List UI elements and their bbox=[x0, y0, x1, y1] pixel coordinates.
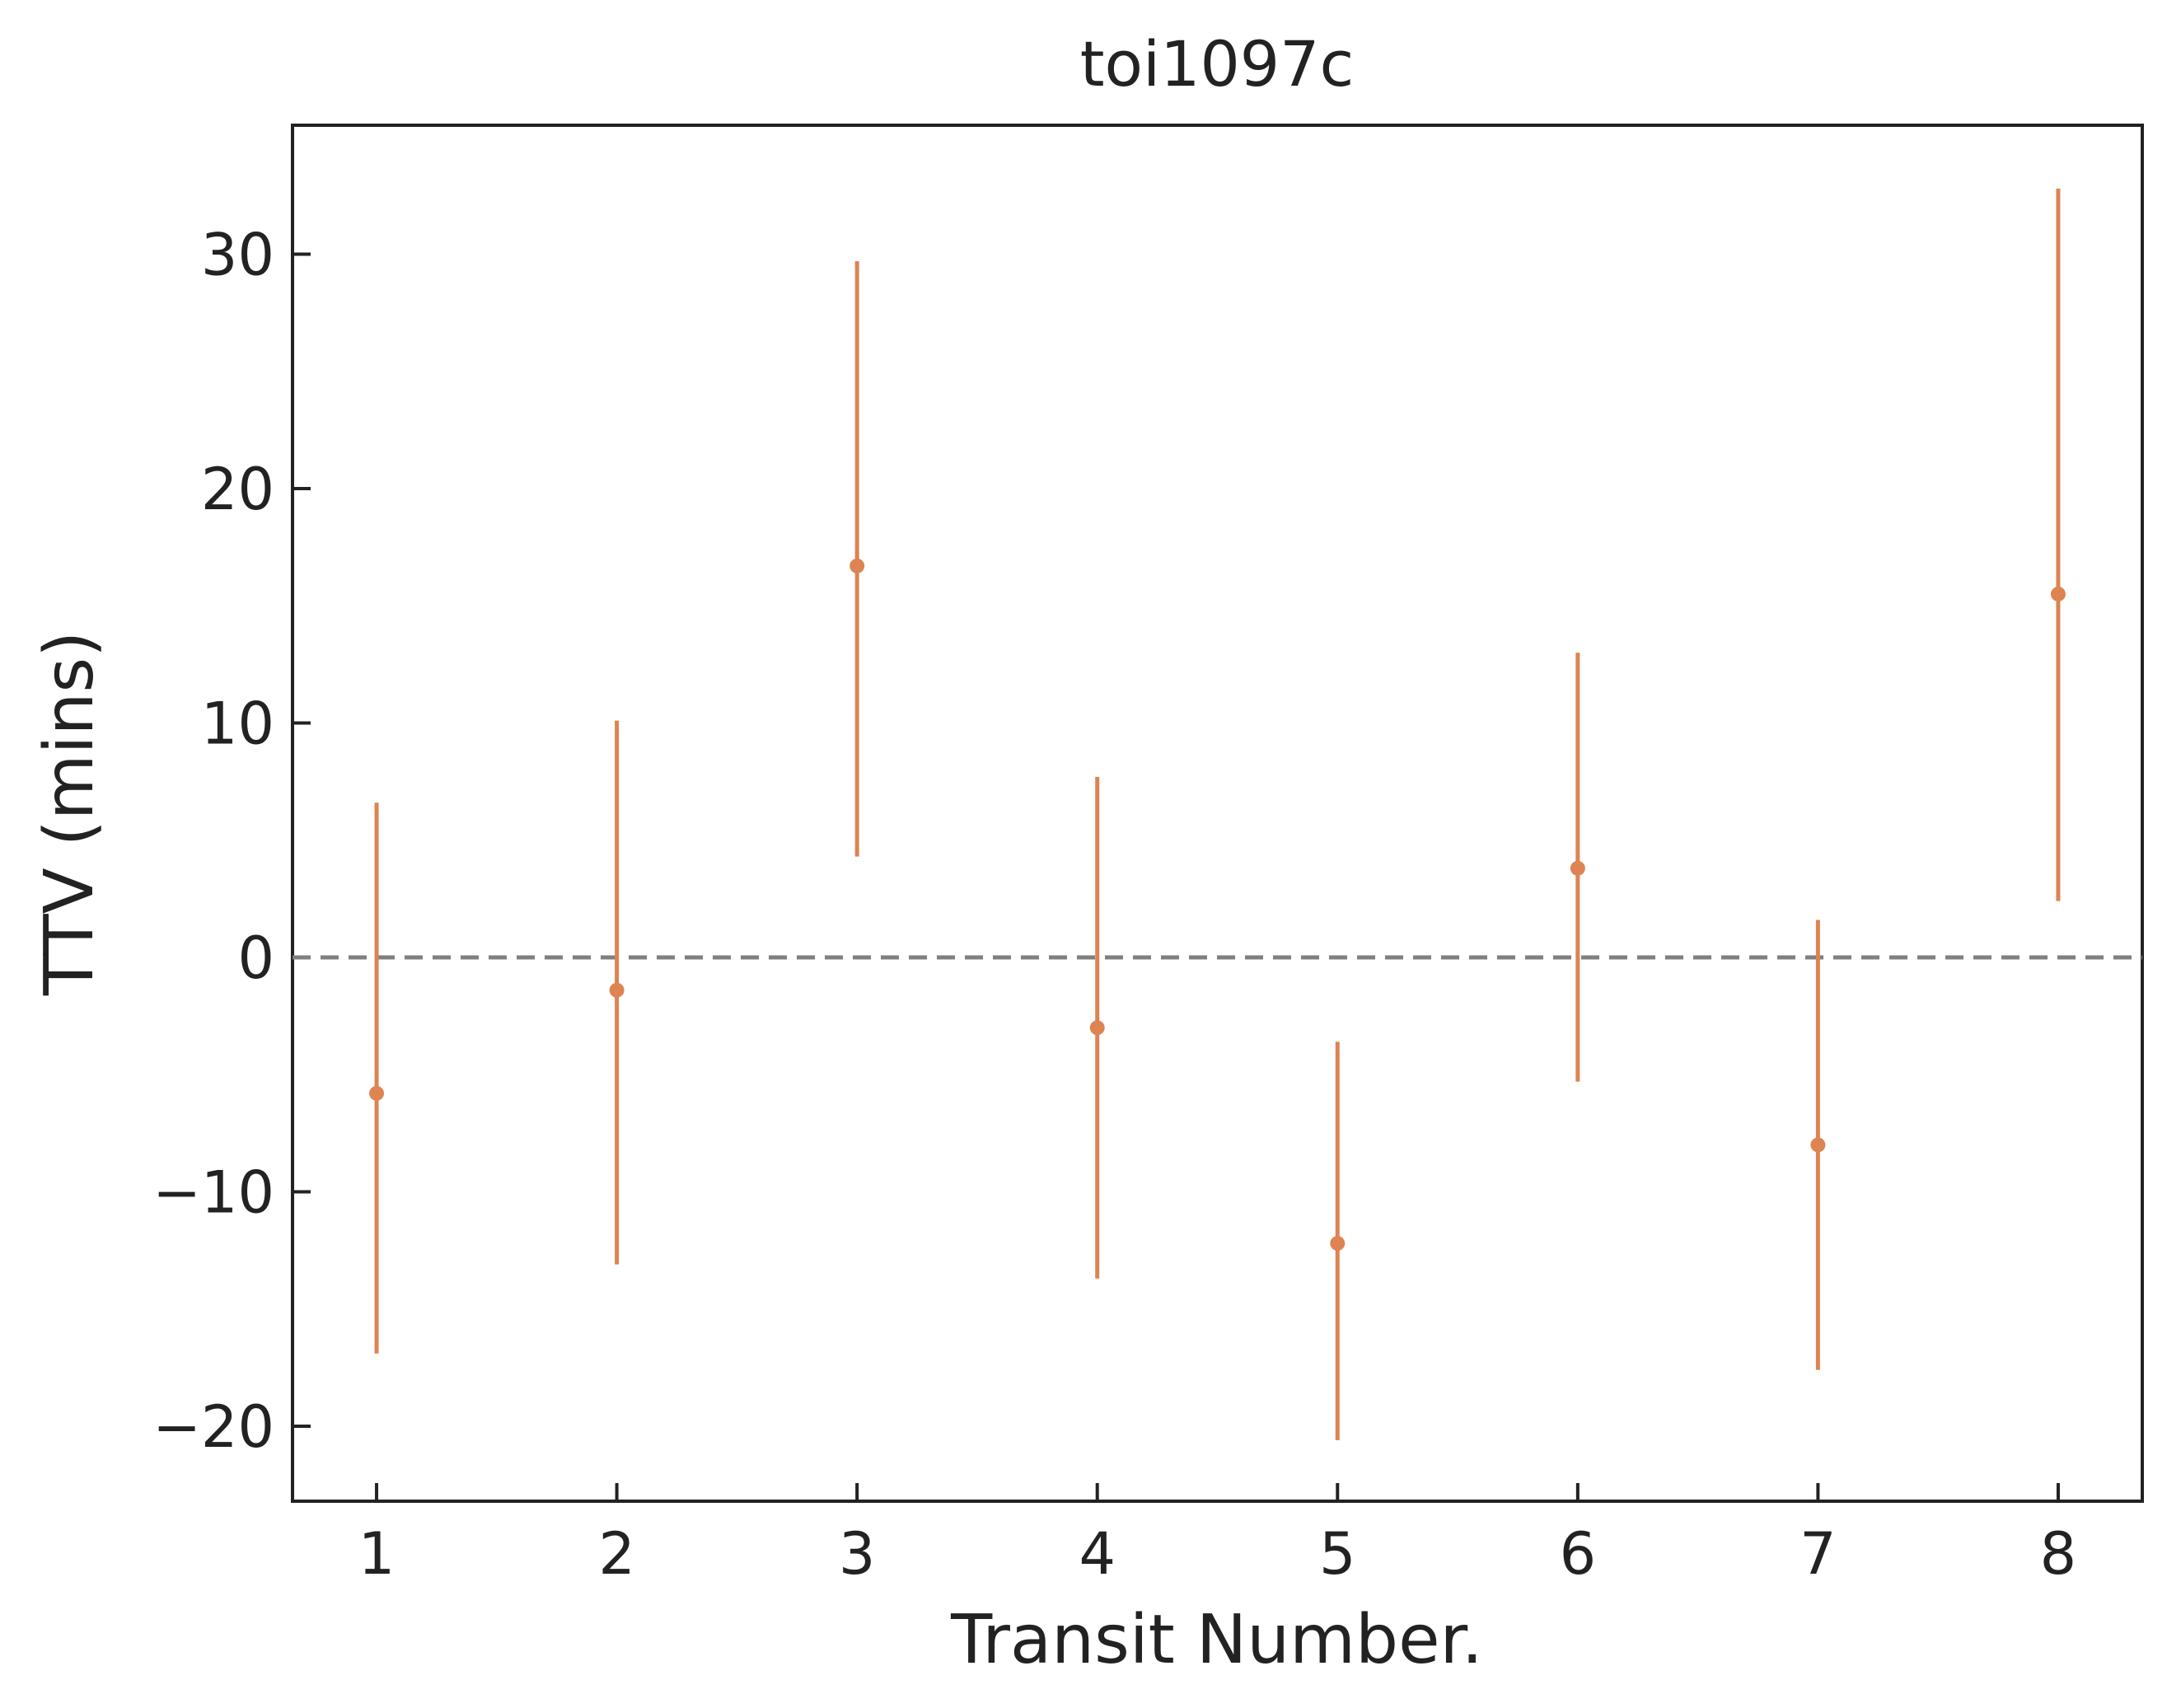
x-tick-label: 7 bbox=[1800, 1520, 1837, 1588]
data-point bbox=[849, 558, 865, 573]
y-tick-label: −20 bbox=[152, 1393, 274, 1461]
x-tick-label: 4 bbox=[1079, 1520, 1116, 1588]
data-point bbox=[1810, 1137, 1826, 1153]
data-point bbox=[1330, 1236, 1346, 1252]
data-point bbox=[369, 1085, 385, 1101]
x-tick-label: 2 bbox=[598, 1520, 635, 1588]
data-point bbox=[2050, 586, 2066, 601]
x-axis-ticks: 1 2 3 4 5 6 7 8 bbox=[358, 1483, 2076, 1588]
x-tick-label: 8 bbox=[2040, 1520, 2077, 1588]
y-axis-label: TTV (mins) bbox=[30, 631, 109, 996]
y-tick-label: 0 bbox=[237, 924, 274, 992]
x-tick-label: 3 bbox=[839, 1520, 876, 1588]
data-point bbox=[609, 982, 625, 998]
y-tick-label: 30 bbox=[201, 221, 274, 288]
plot-frame bbox=[291, 124, 2144, 1503]
y-axis-ticks: −20 −10 0 10 20 30 bbox=[152, 221, 311, 1461]
data-point bbox=[1570, 860, 1585, 876]
y-tick-label: 10 bbox=[201, 690, 274, 757]
x-tick-label: 5 bbox=[1319, 1520, 1356, 1588]
x-tick-label: 6 bbox=[1560, 1520, 1597, 1588]
y-tick-label: −10 bbox=[152, 1158, 274, 1226]
y-tick-label: 20 bbox=[201, 456, 274, 523]
chart-title: toi1097c bbox=[1080, 27, 1355, 101]
x-axis-label: Transit Number. bbox=[950, 1601, 1483, 1679]
data-series bbox=[369, 188, 2066, 1441]
x-tick-label: 1 bbox=[358, 1520, 395, 1588]
data-point bbox=[1089, 1020, 1105, 1036]
